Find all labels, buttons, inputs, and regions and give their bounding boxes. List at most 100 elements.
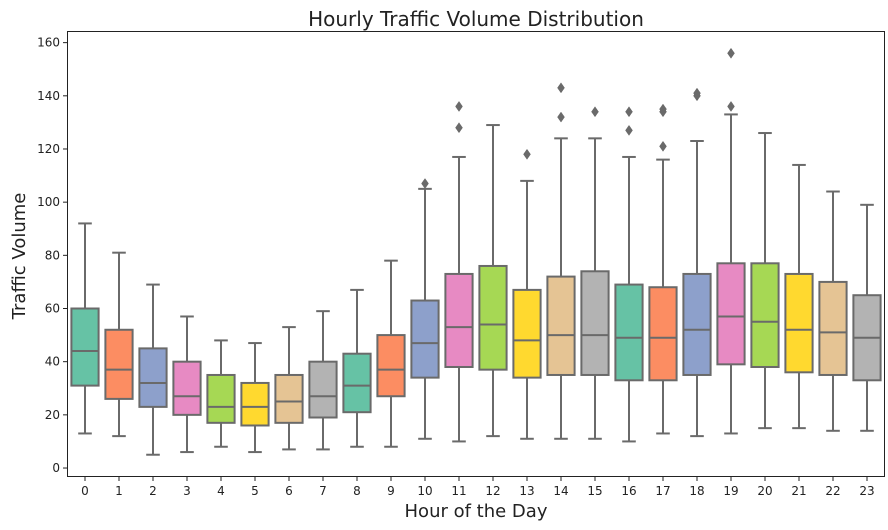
outlier-point [455,101,463,112]
box-hour-18 [682,87,712,438]
x-tick-label: 3 [183,484,191,498]
y-tick-label: 40 [45,355,60,369]
x-tick-label: 11 [451,484,466,498]
box-hour-8 [342,288,372,448]
box-hour-19 [716,47,746,435]
x-tick-label: 17 [655,484,670,498]
outlier-point [557,111,565,123]
y-axis-ticks: 0 20 40 60 80 100 120 140 160 [37,36,68,475]
x-tick-label: 1 [115,484,123,498]
outlier-point [523,148,531,160]
iqr-box [784,272,814,374]
iqr-box [104,328,134,400]
iqr-box [478,264,508,371]
y-tick-label: 120 [37,142,60,156]
outlier-point [625,124,633,136]
iqr-box [70,307,100,387]
iqr-box [614,283,644,382]
box-hour-14 [546,82,576,440]
y-tick-label: 60 [45,302,60,316]
iqr-box [580,270,610,376]
y-tick-label: 140 [37,89,60,103]
x-tick-label: 14 [553,484,568,498]
iqr-box [750,262,780,368]
x-tick-label: 15 [587,484,602,498]
box-hour-11 [444,101,474,443]
iqr-box [716,262,746,366]
x-tick-label: 7 [319,484,327,498]
box-hour-22 [818,190,848,432]
box-hour-10 [410,178,440,440]
outlier-point [727,101,735,112]
iqr-box [342,352,372,414]
x-axis-label: Hour of the Day [405,501,548,522]
box-hour-20 [750,132,780,430]
iqr-box [818,280,848,376]
x-tick-label: 10 [417,484,432,498]
box-hour-4 [206,339,236,448]
outlier-point [557,82,565,94]
y-tick-label: 20 [45,408,60,422]
x-tick-label: 5 [251,484,259,498]
plot-frame [67,31,885,477]
outlier-point [659,103,667,115]
iqr-box [682,272,712,376]
iqr-box [240,381,270,427]
box-hour-12 [478,124,508,438]
x-tick-label: 16 [621,484,636,498]
box-hour-15 [580,106,610,440]
box-hour-7 [308,310,338,451]
x-tick-label: 9 [387,484,395,498]
box-hour-21 [784,163,814,430]
iqr-box [172,360,202,416]
y-tick-label: 160 [37,36,60,50]
iqr-box [410,299,440,379]
box-series [70,47,882,456]
x-tick-label: 8 [353,484,361,498]
box-hour-23 [852,203,882,432]
x-tick-label: 12 [485,484,500,498]
iqr-box [444,272,474,368]
x-axis-ticks: 0 1 2 3 4 5 6 7 8 9 10 11 12 13 14 15 16 17 18 19 20 21 22 23 [81,476,875,498]
box-hour-0 [70,222,100,435]
iqr-box [546,275,576,376]
iqr-box [274,373,304,424]
box-hour-3 [172,315,202,454]
x-tick-label: 0 [81,484,89,498]
box-hour-5 [240,342,270,454]
outlier-point [421,178,429,189]
iqr-box [512,288,542,379]
x-tick-label: 6 [285,484,293,498]
x-tick-label: 21 [791,484,806,498]
x-tick-label: 19 [723,484,738,498]
y-tick-label: 80 [45,248,60,262]
box-hour-1 [104,251,134,438]
x-tick-label: 20 [757,484,772,498]
y-tick-label: 100 [37,195,60,209]
x-tick-label: 22 [825,484,840,498]
outlier-point [659,140,667,152]
x-tick-label: 18 [689,484,704,498]
x-tick-label: 4 [217,484,225,498]
y-axis-label: Traffic Volume [9,193,30,321]
box-hour-9 [376,259,406,448]
box-hour-13 [512,148,542,440]
iqr-box [308,360,338,419]
box-hour-17 [648,103,678,435]
x-tick-label: 2 [149,484,157,498]
box-hour-2 [138,283,168,456]
iqr-box [648,286,678,382]
box-hour-6 [274,326,304,451]
iqr-box [138,347,168,408]
box-hour-16 [614,106,644,443]
y-tick-label: 0 [52,461,60,475]
x-tick-label: 13 [519,484,534,498]
x-tick-label: 23 [859,484,874,498]
outlier-point [625,106,633,118]
outlier-point [727,47,735,59]
outlier-point [591,106,599,118]
iqr-box [376,334,406,398]
iqr-box [206,373,236,424]
